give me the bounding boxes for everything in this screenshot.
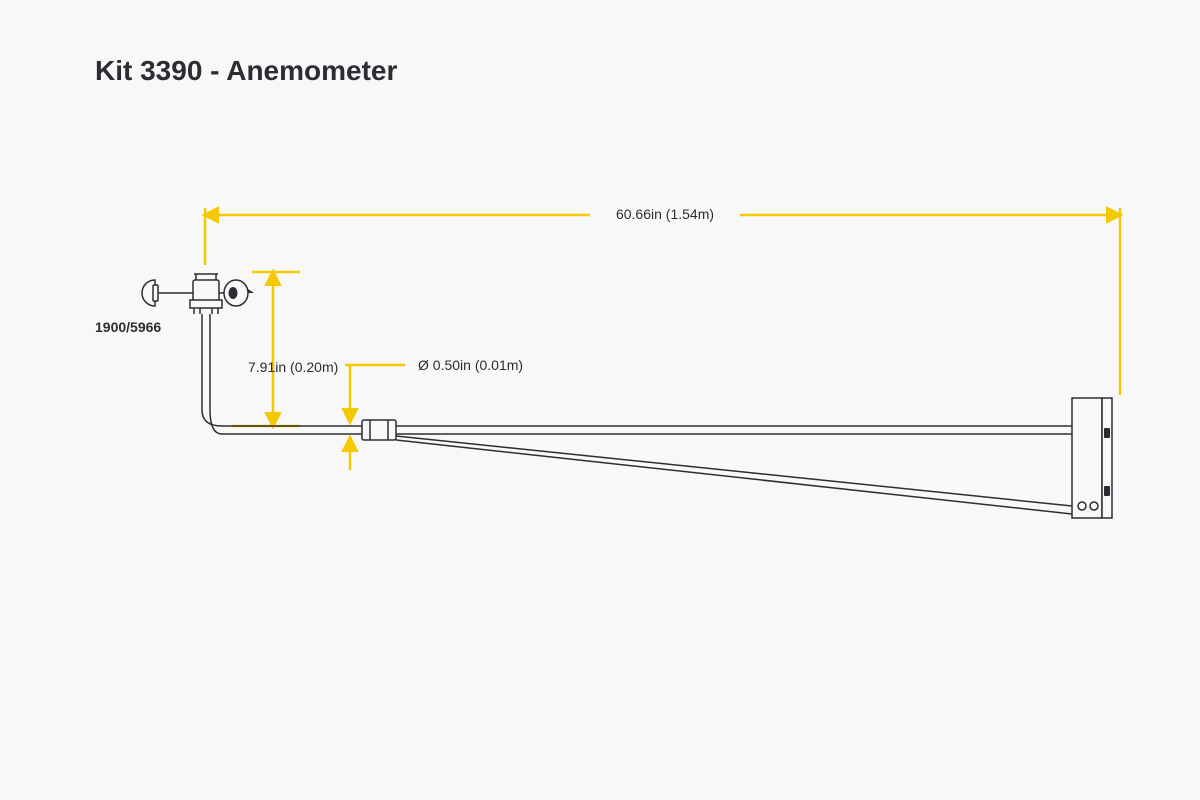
dim-width-label: 60.66in (1.54m) — [616, 206, 714, 222]
dim-diameter-label: Ø 0.50in (0.01m) — [418, 357, 523, 373]
diagram-title: Kit 3390 - Anemometer — [95, 55, 397, 87]
diagonal-brace — [396, 436, 1072, 514]
mounting-bracket — [1072, 398, 1112, 518]
dimension-diameter: Ø 0.50in (0.01m) — [345, 357, 523, 470]
part-number-label: 1900/5966 — [95, 319, 161, 335]
dim-height-label: 7.91in (0.20m) — [248, 359, 338, 375]
anemometer-sensor — [142, 274, 254, 314]
anemometer-diagram: 60.66in (1.54m) 1900/5966 7.91in (0.20m) — [0, 0, 1200, 800]
dimension-width: 60.66in (1.54m) — [205, 203, 1120, 395]
arm-coupling — [362, 420, 396, 440]
